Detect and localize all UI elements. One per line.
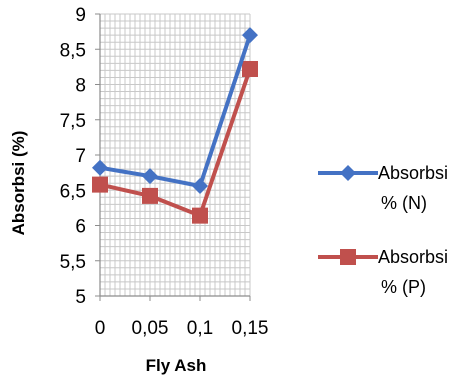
chart-axes (95, 13, 251, 301)
y-tick-label: 6 (75, 217, 86, 238)
legend-label: % (P) (381, 277, 426, 297)
data-point (192, 207, 208, 224)
y-axis-title: Absorbsi (%) (9, 131, 28, 236)
legend-marker (340, 249, 356, 265)
y-tick-label: 6,5 (60, 181, 86, 202)
series-line (99, 68, 252, 218)
x-tick-label: 0,15 (232, 318, 269, 339)
data-point (192, 178, 208, 195)
chart-gridlines (99, 13, 251, 297)
legend-item-2: Absorbsi % (P) (318, 247, 448, 297)
x-tick-label: 0 (95, 318, 106, 339)
series-line (99, 34, 252, 189)
legend-label: % (N) (381, 193, 427, 213)
data-point (92, 159, 108, 176)
legend-label: Absorbsi (378, 247, 448, 267)
y-tick-label: 5 (75, 287, 86, 308)
legend-item-1: Absorbsi % (N) (318, 163, 448, 213)
data-point (142, 168, 158, 185)
legend-marker (340, 165, 356, 181)
y-tick-label: 7 (75, 146, 86, 167)
legend-label: Absorbsi (378, 163, 448, 183)
y-tick-label: 7,5 (60, 111, 86, 132)
data-point (242, 27, 258, 44)
y-tick-label: 8 (75, 76, 86, 97)
y-tick-labels: 5 5,5 6 6,5 7 7,5 8 8,5 9 (60, 5, 86, 308)
y-tick-label: 5,5 (60, 252, 86, 273)
data-point (142, 187, 158, 204)
series-1 (92, 27, 258, 195)
y-tick-label: 9 (75, 5, 86, 26)
series-2 (92, 60, 258, 224)
data-point (242, 60, 258, 77)
x-axis-title: Fly Ash (146, 356, 207, 375)
x-tick-label: 0,05 (132, 318, 169, 339)
x-tick-labels: 0 0,05 0,1 0,15 (95, 318, 269, 339)
chart-legend: Absorbsi % (N) Absorbsi % (P) (318, 163, 448, 297)
x-tick-label: 0,1 (187, 318, 213, 339)
chart-series (92, 27, 258, 224)
data-point (92, 176, 108, 193)
y-tick-label: 8,5 (60, 40, 86, 61)
